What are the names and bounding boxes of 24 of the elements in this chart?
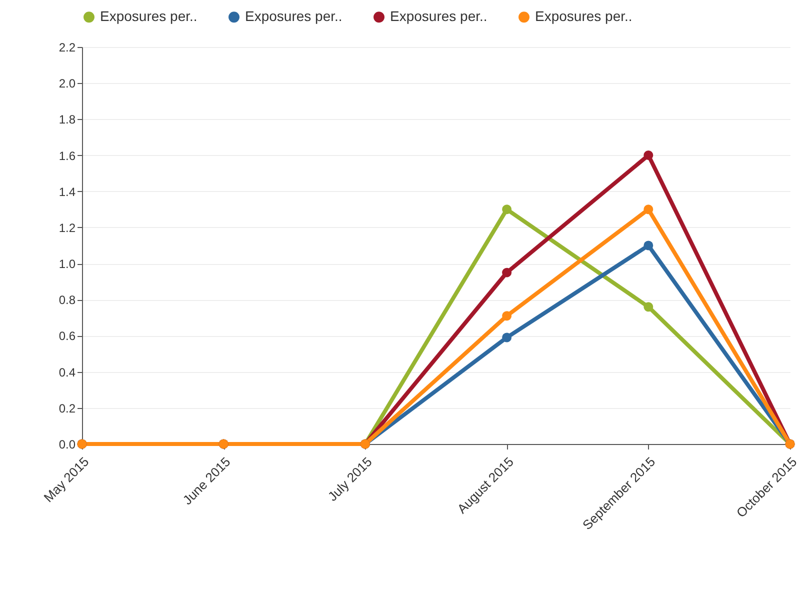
y-tick-label: 0.6: [58, 329, 76, 344]
y-tick-label: 1.0: [58, 257, 76, 272]
y-tick-label: 0.4: [58, 365, 76, 380]
legend-label: Exposures per..: [245, 8, 342, 24]
point: [502, 311, 512, 321]
point: [644, 240, 654, 250]
y-tick-label: 0.2: [58, 401, 76, 416]
y-tick-label: 2.2: [58, 40, 76, 54]
point: [644, 204, 654, 214]
y-tick-label: 1.6: [58, 148, 76, 163]
point: [644, 150, 654, 160]
legend-label: Exposures per..: [100, 8, 198, 24]
y-tick-label: 2.0: [58, 76, 76, 91]
point: [502, 332, 512, 342]
point: [502, 268, 512, 278]
legend-label: Exposures per..: [390, 8, 488, 24]
y-tick-label: 1.2: [58, 220, 76, 235]
y-tick-label: 0.8: [58, 293, 76, 308]
point: [644, 302, 654, 312]
legend-label: Exposures per..: [535, 8, 632, 24]
point: [502, 204, 512, 214]
y-tick-label: 0.0: [58, 438, 76, 452]
y-tick-label: 1.8: [58, 112, 76, 127]
y-tick-label: 1.4: [58, 184, 76, 199]
